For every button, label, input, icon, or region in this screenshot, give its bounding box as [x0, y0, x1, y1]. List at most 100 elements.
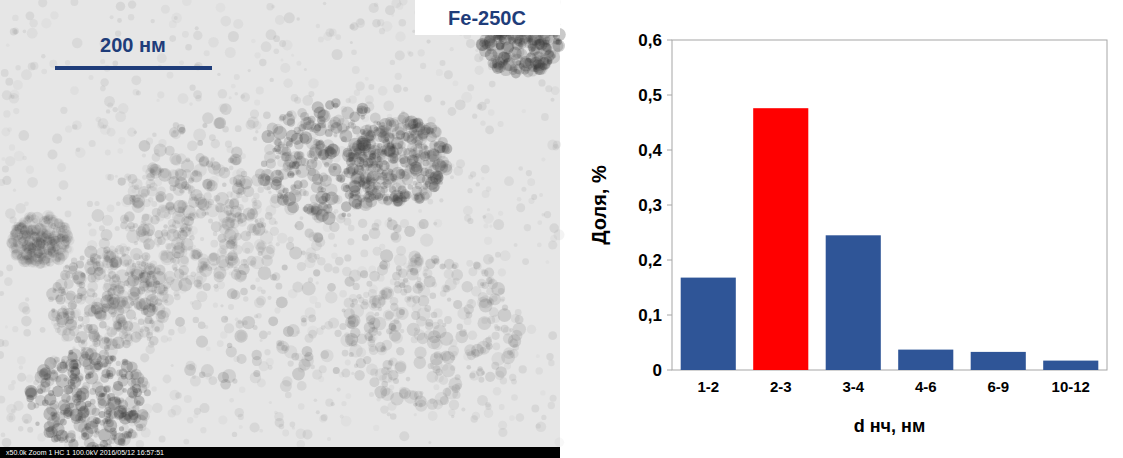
grain: [352, 171, 356, 175]
grain: [27, 402, 36, 411]
grain: [513, 323, 526, 336]
grain: [278, 189, 284, 195]
grain: [294, 152, 301, 159]
grain: [175, 317, 185, 327]
grain: [26, 395, 33, 402]
grain: [127, 222, 134, 229]
grain: [226, 346, 237, 357]
grain: [333, 367, 340, 374]
grain: [159, 168, 164, 173]
grain: [202, 112, 214, 124]
grain: [350, 120, 355, 125]
grain: [125, 272, 129, 276]
grain: [289, 247, 302, 260]
grain: [396, 347, 404, 355]
grain: [89, 388, 96, 395]
grain: [371, 161, 378, 168]
grain: [147, 336, 152, 341]
grain: [52, 289, 56, 293]
grain: [196, 336, 208, 348]
grain: [237, 204, 244, 211]
grain: [344, 254, 351, 261]
grain: [360, 249, 368, 257]
grain: [245, 248, 251, 254]
grain: [310, 194, 319, 203]
grain: [392, 144, 396, 148]
grain: [524, 70, 528, 74]
grain: [283, 159, 294, 170]
grain: [336, 175, 343, 182]
grain: [171, 155, 182, 166]
grain: [327, 204, 332, 209]
grain: [188, 177, 194, 183]
grain: [214, 195, 221, 202]
grain: [391, 332, 403, 344]
grain: [317, 120, 326, 129]
grain: [123, 359, 127, 363]
grain: [238, 218, 247, 227]
grain: [481, 371, 485, 375]
grain: [82, 351, 89, 358]
grain: [154, 271, 168, 285]
grain: [150, 261, 157, 268]
grain: [168, 225, 177, 234]
grain: [89, 352, 102, 365]
grain: [147, 329, 154, 336]
grain: [362, 234, 369, 241]
grain: [86, 416, 99, 429]
grain: [272, 176, 282, 186]
grain: [105, 373, 111, 379]
grain: [541, 42, 551, 52]
grain: [358, 219, 367, 228]
grain: [302, 282, 316, 296]
grain: [103, 246, 110, 253]
grain: [377, 125, 391, 139]
grain: [258, 187, 264, 193]
grain: [400, 156, 412, 168]
grain: [68, 379, 75, 386]
grain: [407, 323, 420, 336]
grain: [202, 123, 207, 128]
grain: [80, 255, 85, 260]
grain: [357, 108, 363, 114]
grain: [443, 164, 447, 168]
grain: [528, 44, 536, 52]
grain: [335, 330, 342, 337]
grain: [466, 260, 473, 267]
grain: [86, 324, 93, 331]
grain: [84, 403, 97, 416]
grain: [303, 206, 309, 212]
grain: [172, 264, 178, 270]
grain: [453, 300, 462, 309]
grain: [511, 69, 521, 79]
grain: [222, 182, 227, 187]
grain: [242, 196, 249, 203]
grain: [327, 283, 336, 292]
grain: [240, 288, 248, 296]
grain: [391, 176, 397, 182]
grain: [108, 286, 121, 299]
grain: [390, 297, 399, 306]
grain: [73, 275, 79, 281]
grain: [97, 255, 101, 259]
grain: [447, 297, 451, 301]
grain: [354, 370, 364, 380]
grain: [210, 240, 218, 248]
grain: [63, 265, 70, 272]
grain: [540, 63, 548, 71]
grain: [94, 341, 98, 345]
grain: [434, 178, 439, 183]
grain: [118, 178, 126, 186]
grain: [179, 189, 184, 194]
grain: [85, 374, 91, 380]
grain: [208, 161, 222, 175]
grain: [35, 395, 46, 406]
grain: [263, 112, 271, 120]
grain: [504, 54, 510, 60]
grain: [138, 319, 144, 325]
grain: [503, 41, 515, 53]
grain: [213, 232, 218, 237]
grain: [200, 237, 204, 241]
grain: [64, 293, 76, 305]
grain: [478, 377, 484, 383]
